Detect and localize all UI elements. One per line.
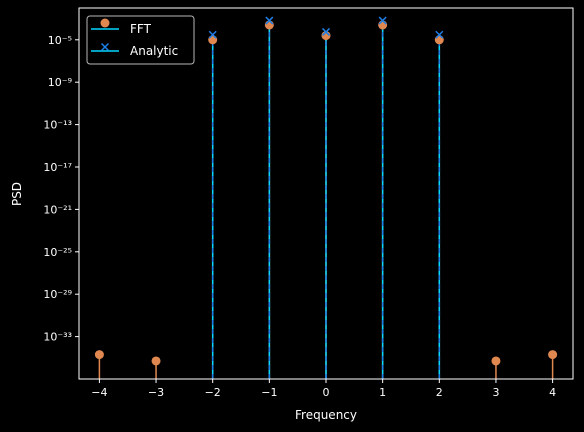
legend-entry: FFT <box>91 18 152 36</box>
y-tick-label: 10⁻²⁵ <box>43 246 72 259</box>
fft-marker <box>264 20 274 30</box>
x-tick-label: −3 <box>148 386 164 399</box>
fft-marker <box>434 35 444 45</box>
x-tick-label: −1 <box>261 386 277 399</box>
x-tick-label: 3 <box>492 386 499 399</box>
legend-entry: Analytic <box>91 42 178 58</box>
analytic-marker <box>265 16 274 25</box>
analytic-marker <box>435 30 444 39</box>
fft-marker <box>208 35 218 45</box>
x-tick-label: 2 <box>436 386 443 399</box>
legend-x-marker <box>100 42 110 52</box>
fft-marker <box>151 356 161 366</box>
fft-marker <box>491 356 501 366</box>
y-tick-label: 10⁻²¹ <box>43 203 72 216</box>
legend: FFT Analytic <box>86 15 195 65</box>
y-tick-label: 10⁻¹⁷ <box>43 161 72 174</box>
y-tick-label: 10⁻⁵ <box>48 34 72 47</box>
analytic-marker <box>208 30 217 39</box>
x-tick-label: −4 <box>91 386 107 399</box>
x-axis-ticks: −4 −3 −2 −1 0 1 2 3 4 <box>91 379 556 399</box>
fft-marker <box>548 350 558 360</box>
y-tick-label: 10⁻⁹ <box>48 76 72 89</box>
markers-layer <box>94 16 558 366</box>
y-tick-label: 10⁻²⁹ <box>43 288 72 301</box>
x-tick-label: 4 <box>549 386 556 399</box>
y-tick-label: 10⁻¹³ <box>43 119 72 132</box>
x-tick-label: 0 <box>323 386 330 399</box>
x-axis-label: Frequency <box>295 408 357 422</box>
legend-box <box>86 15 195 65</box>
stems-layer <box>98 20 554 379</box>
x-tick-label: −2 <box>205 386 221 399</box>
y-axis-ticks: 10⁻³³ 10⁻²⁹ 10⁻²⁵ 10⁻²¹ 10⁻¹⁷ 10⁻¹³ 10⁻⁹ 10⁻⁵ <box>43 34 79 344</box>
analytic-marker <box>321 27 331 36</box>
y-axis-label: PSD <box>10 182 24 206</box>
fft-marker <box>94 350 104 360</box>
analytic-marker <box>378 16 387 25</box>
legend-label: FFT <box>130 22 152 36</box>
fft-marker <box>378 20 388 30</box>
y-tick-label: 10⁻³³ <box>43 331 72 344</box>
x-tick-label: 1 <box>379 386 386 399</box>
legend-circle-marker <box>100 18 110 28</box>
legend-label: Analytic <box>130 44 178 58</box>
